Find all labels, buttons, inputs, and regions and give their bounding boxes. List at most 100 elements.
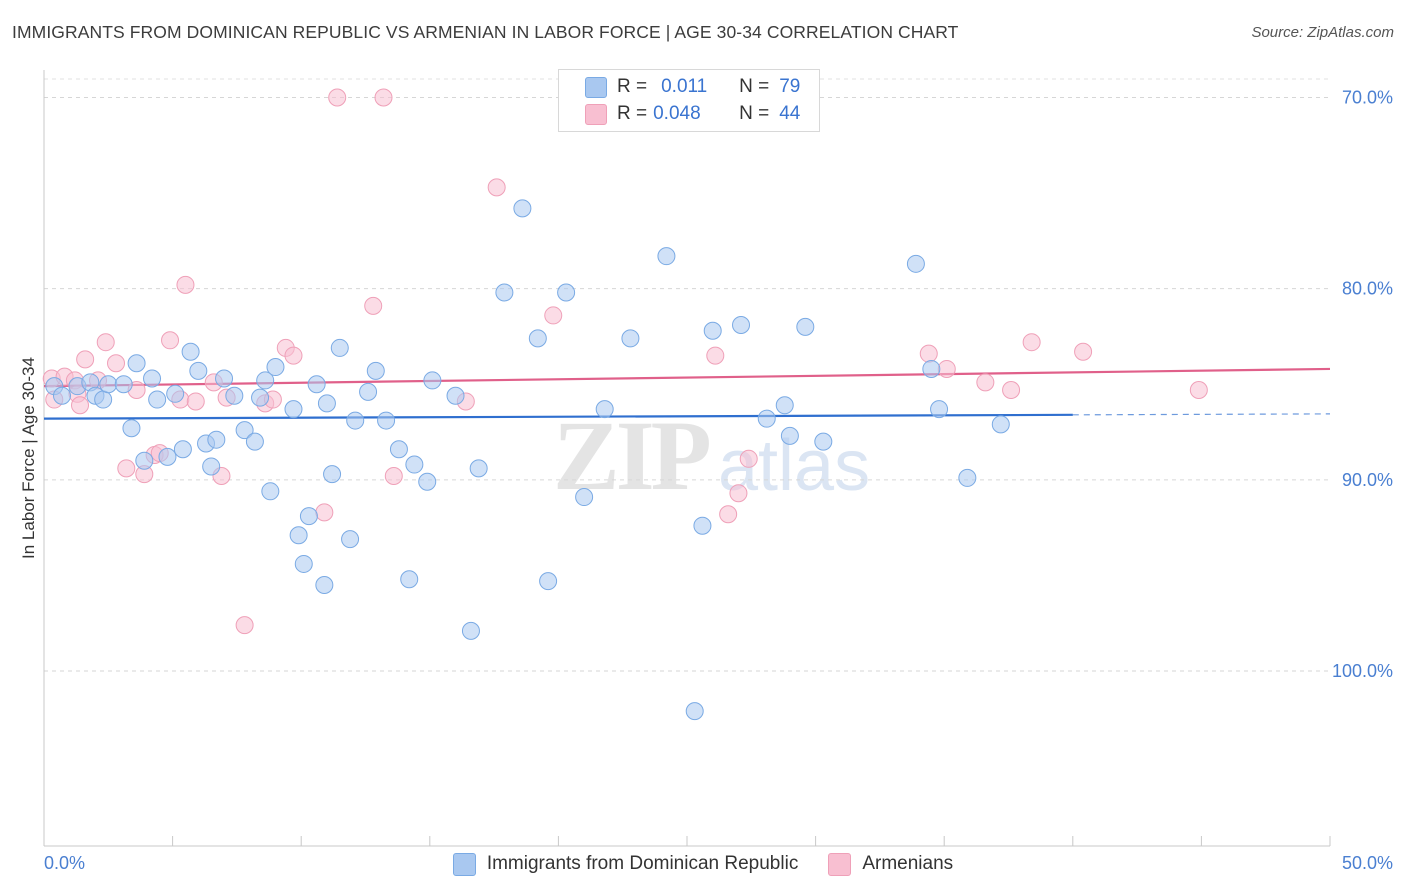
- data-point-dominican: [189, 361, 208, 380]
- data-point-dominican: [215, 369, 234, 388]
- legend-row-armenian: R = 0.048 N = 44: [585, 102, 800, 126]
- data-point-armenian: [729, 484, 748, 503]
- data-point-dominican: [780, 426, 799, 445]
- data-point-dominican: [513, 199, 532, 218]
- legend-item-armenians[interactable]: Armenians: [828, 852, 954, 876]
- data-point-dominican: [366, 361, 385, 380]
- data-point-armenian: [328, 88, 347, 107]
- data-point-dominican: [461, 621, 480, 640]
- data-point-armenian: [719, 505, 738, 524]
- legend-item-dominican[interactable]: Immigrants from Dominican Republic: [452, 852, 799, 876]
- series-legend: Immigrants from Dominican Republic Armen…: [0, 850, 1406, 878]
- data-point-dominican: [389, 440, 408, 459]
- data-point-dominican: [685, 702, 704, 721]
- data-point-armenian: [739, 449, 758, 468]
- y-tick-label: 90.0%: [1342, 470, 1393, 490]
- legend-n-value: 79: [779, 76, 801, 97]
- data-point-dominican: [289, 526, 308, 545]
- data-point-armenian: [384, 467, 403, 486]
- data-point-dominican: [181, 342, 200, 361]
- legend-row-dominican: R = 0.011 N = 79: [585, 75, 800, 99]
- x-tick-label-end: 50.0%: [1342, 853, 1393, 873]
- legend-swatch-pink: [585, 103, 607, 125]
- data-point-dominican: [796, 317, 815, 336]
- data-point-dominican: [405, 455, 424, 474]
- data-point-dominican: [299, 507, 318, 526]
- data-point-dominican: [495, 283, 514, 302]
- trend-line-dominican-extension: [1072, 413, 1331, 416]
- data-point-dominican: [621, 329, 640, 348]
- axes: [43, 70, 1331, 847]
- data-point-dominican: [991, 415, 1010, 434]
- legend-swatch-pink: [828, 852, 852, 876]
- data-point-dominican: [323, 465, 342, 484]
- data-point-armenian: [544, 306, 563, 325]
- y-tick-label: 80.0%: [1342, 279, 1393, 299]
- data-point-dominican: [114, 375, 133, 394]
- data-point-dominican: [346, 411, 365, 430]
- legend-r-label: R =: [617, 103, 648, 124]
- data-point-armenian: [76, 350, 95, 369]
- legend-r-value: 0.011: [661, 76, 708, 97]
- data-point-armenian: [107, 354, 126, 373]
- data-point-dominican: [757, 409, 776, 428]
- data-point-dominican: [657, 247, 676, 266]
- data-point-dominican: [377, 411, 396, 430]
- data-point-dominican: [53, 386, 72, 405]
- data-point-dominican: [284, 400, 303, 419]
- data-point-dominican: [341, 530, 360, 549]
- data-point-armenian: [96, 333, 115, 352]
- data-point-armenian: [976, 373, 995, 392]
- data-point-dominican: [330, 338, 349, 357]
- data-point-dominican: [418, 472, 437, 491]
- data-point-armenian: [117, 459, 136, 478]
- data-point-armenian: [706, 346, 725, 365]
- data-point-dominican: [315, 575, 334, 594]
- data-point-dominican: [266, 358, 285, 377]
- data-point-dominican: [423, 371, 442, 390]
- data-point-dominican: [235, 421, 254, 440]
- data-point-dominican: [539, 572, 558, 591]
- data-point-dominican: [922, 359, 941, 378]
- data-point-dominican: [294, 554, 313, 573]
- data-point-armenian: [284, 346, 303, 365]
- data-point-dominican: [122, 419, 141, 438]
- legend-label-armenians: Armenians: [862, 853, 954, 874]
- data-point-armenian: [487, 178, 506, 197]
- data-point-dominican: [256, 371, 275, 390]
- data-point-dominican: [148, 390, 167, 409]
- legend-n-value: 44: [779, 103, 801, 124]
- data-point-dominican: [99, 375, 118, 394]
- gridlines: [44, 78, 1330, 672]
- data-point-dominican: [958, 468, 977, 487]
- y-tick-label: 100.0%: [1332, 661, 1393, 681]
- legend-n-label: N =: [739, 76, 770, 97]
- data-point-dominican: [469, 459, 488, 478]
- data-point-dominican: [173, 440, 192, 459]
- source-credit: Source: ZipAtlas.com: [1251, 24, 1394, 41]
- data-point-dominican: [557, 283, 576, 302]
- legend-swatch-blue: [585, 76, 607, 98]
- data-points: [42, 88, 1208, 721]
- data-point-dominican: [400, 570, 419, 589]
- data-point-dominican: [575, 488, 594, 507]
- data-point-dominican: [359, 382, 378, 401]
- data-point-dominican: [245, 432, 264, 451]
- data-point-armenian: [919, 344, 938, 363]
- data-point-dominican: [251, 388, 270, 407]
- data-point-armenian: [161, 331, 180, 350]
- data-point-dominican: [732, 315, 751, 334]
- legend-label-dominican: Immigrants from Dominican Republic: [486, 853, 799, 874]
- y-tick-label: 70.0%: [1342, 88, 1393, 108]
- data-point-armenian: [374, 88, 393, 107]
- data-point-armenian: [315, 503, 334, 522]
- data-point-dominican: [207, 430, 226, 449]
- data-point-armenian: [1074, 342, 1093, 361]
- correlation-legend: R = 0.011 N = 79 R = 0.048 N = 44: [558, 69, 820, 132]
- data-point-dominican: [775, 396, 794, 415]
- data-point-armenian: [1022, 333, 1041, 352]
- data-point-armenian: [235, 616, 254, 635]
- data-point-dominican: [595, 400, 614, 419]
- data-point-dominican: [528, 329, 547, 348]
- tick-labels: 100.0% 90.0% 80.0% 70.0% 0.0% 50.0%: [44, 88, 1393, 874]
